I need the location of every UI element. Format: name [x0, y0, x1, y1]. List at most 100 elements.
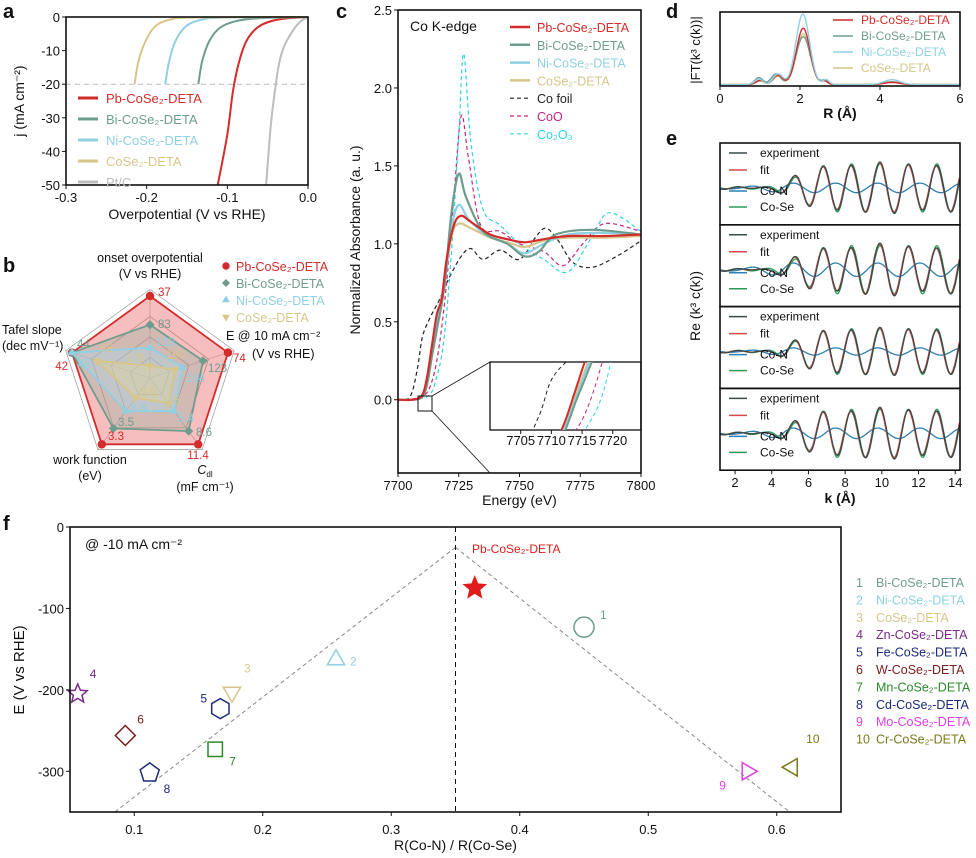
legend-label: Pb-CoSe₂-DETA	[236, 260, 329, 274]
inset-curve-0	[560, 362, 586, 430]
radar-grid	[65, 288, 235, 450]
panel-d-frame	[719, 11, 961, 87]
panel-c-xanes-chart: 7705 7710 7715 7720 7700 7725 7750 7775 7800 0.0 0…	[347, 3, 655, 508]
legend-label: Ni-CoSe₂-DETA	[106, 133, 199, 148]
panel-e-xlabel: k (Å)	[824, 490, 855, 506]
radar-value-label: 8.6	[196, 427, 212, 439]
radar-point	[169, 406, 179, 414]
panel-e-xtick-label: 4	[768, 475, 775, 490]
panel-c-ylabel: Normalized Absorbance (a. u.)	[347, 145, 363, 334]
panel-e-xtick-label: 12	[911, 475, 925, 490]
radar-point	[164, 400, 173, 409]
legend-label: experiment	[760, 391, 820, 405]
legend-label: W-CoSe₂-DETA	[876, 663, 965, 677]
panel-f-xlabel: R(Co-N) / R(Co-Se)	[394, 837, 517, 853]
legend-label: Zn-CoSe₂-DETA	[876, 628, 968, 642]
legend-label: fit	[760, 163, 770, 177]
legend-marker	[222, 314, 230, 322]
legend-label: Mn-CoSe₂-DETA	[876, 680, 971, 694]
panel-c-ytick-label: 2.0	[374, 81, 392, 96]
panel-f-xtick-label: 0.4	[511, 822, 529, 837]
data-point-label: 3	[244, 661, 251, 675]
panel-f-xtick-label: 0.3	[382, 822, 400, 837]
inset-xtick-label: 7715	[568, 433, 597, 448]
legend-label: Mo-CoSe₂-DETA	[876, 715, 971, 729]
panel-f-ylabel: E (V vs RHE)	[11, 625, 28, 714]
panel-a-ylabel: j (mA cm⁻²)	[11, 65, 27, 137]
panel-e-xtick-label: 14	[948, 475, 962, 490]
legend-label: Pt/C	[106, 175, 131, 190]
panel-letter-f: f	[3, 513, 10, 535]
panel-d-xtick-label: 0	[716, 91, 723, 106]
inset-curves	[532, 362, 612, 430]
panel-d-xtick-label: 4	[876, 91, 883, 106]
radar-axis-unit: (mF cm⁻¹)	[176, 480, 233, 494]
xanes-curve-4	[397, 227, 642, 401]
radar-grid	[91, 316, 209, 429]
legend-label: fit	[760, 408, 770, 422]
legend-marker	[222, 262, 230, 270]
volcano-trend-line	[114, 546, 456, 813]
panel-letter-a: a	[3, 1, 15, 23]
radar-point	[97, 440, 107, 449]
legend-label: Bi-CoSe₂-DETA	[106, 112, 198, 127]
radar-point	[223, 348, 233, 357]
data-point-label: 4	[90, 667, 97, 681]
radar-value-label: 3.5	[118, 417, 134, 429]
radar-value-label: 164	[186, 373, 206, 385]
panel-d-ylabel: |FT(k³ c(k))|	[688, 16, 703, 83]
panel-f-frame	[69, 526, 842, 813]
legend-label: experiment	[760, 228, 820, 242]
legend-label: Bi-CoSe₂-DETA	[876, 576, 965, 590]
inset-xtick-label: 7705	[506, 433, 535, 448]
xanes-curve-0	[397, 214, 642, 402]
data-point-label: 6	[137, 712, 144, 726]
radar-point	[145, 342, 155, 351]
radar-value-label: 190	[166, 350, 185, 362]
volcano-trend-line	[455, 546, 790, 813]
kspace-subpanel-frame	[719, 305, 961, 390]
radar-value-label: 37	[158, 287, 171, 299]
experiment-curve	[719, 161, 961, 215]
panel-letter-e: e	[666, 128, 677, 150]
panel-letter-c: c	[336, 1, 347, 23]
panel-c-xtick-label: 7725	[444, 478, 473, 493]
panel-e-xtick-label: 10	[875, 475, 889, 490]
radar-spoke	[65, 350, 151, 379]
panel-c-ytick-label: 2.5	[374, 3, 392, 18]
panel-f-volcano-chart: Pb-CoSe₂-DETA 1 1 Bi-CoSe₂-DETA 2 2 Ni-CoSe₂-D…	[11, 520, 971, 853]
radar-value-label: 123	[208, 363, 227, 375]
panel-a-frame	[65, 16, 309, 186]
legend-index: 8	[856, 698, 863, 712]
radar-axis-unit: (V vs RHE)	[119, 267, 182, 281]
radar-value-label: 44	[77, 339, 90, 351]
radar-point	[193, 440, 203, 449]
panel-a-ytick-label: -50	[41, 178, 60, 193]
data-point-label: 7	[229, 754, 236, 768]
legend-index: 1	[856, 576, 863, 590]
radar-spoke	[97, 377, 151, 450]
radar-axis-subscript: dl	[206, 470, 212, 479]
panel-c-ytick-label: 1.0	[374, 237, 392, 252]
radar-point	[145, 363, 155, 371]
data-point-marker	[114, 724, 137, 747]
zoom-connector	[431, 361, 491, 397]
legend-label: Co-Se	[760, 364, 794, 378]
data-point-label: 1	[600, 608, 607, 622]
radar-value-label: 3.8	[130, 403, 146, 415]
data-point-marker	[139, 761, 161, 782]
xanes-curve-1	[397, 172, 642, 402]
experiment-curve	[719, 406, 961, 460]
radar-value-label: 74	[233, 353, 246, 365]
panel-c-xlabel: Energy (eV)	[482, 492, 557, 508]
data-point-marker	[780, 757, 798, 778]
data-point-label: 8	[164, 782, 171, 796]
radar-point	[198, 356, 208, 366]
panel-c-xtick-label: 7700	[384, 478, 413, 493]
legend-label: Co-N	[760, 348, 788, 362]
radar-axis-label: E @ 10 mA cm⁻²	[226, 329, 320, 343]
radar-point	[178, 362, 188, 370]
experiment-curve	[719, 242, 961, 297]
data-point-marker	[221, 686, 242, 704]
legend-label: Pb-CoSe₂-DETA	[537, 21, 630, 35]
